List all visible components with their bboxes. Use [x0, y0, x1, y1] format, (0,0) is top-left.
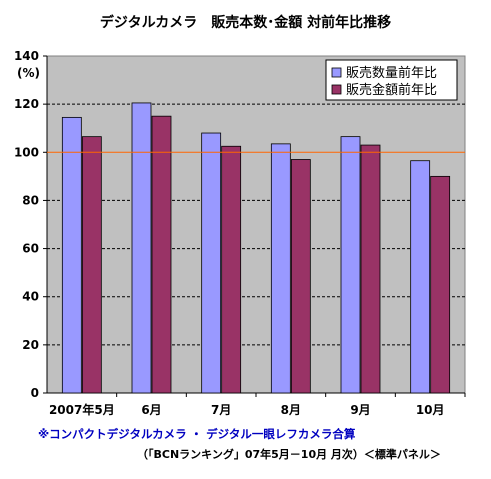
y-tick-label: 60	[22, 242, 39, 256]
bar-amount	[81, 136, 102, 394]
y-tick-label: 40	[22, 290, 39, 304]
x-tick-label: 7月	[211, 403, 231, 417]
plot-background	[46, 55, 466, 394]
y-tick-label: 140	[14, 49, 39, 63]
bar-quantity	[340, 136, 361, 394]
bar-quantity	[270, 143, 291, 394]
legend-label: 販売数量前年比	[346, 65, 437, 81]
bar-amount	[360, 144, 381, 394]
x-tick-label: 9月	[350, 403, 370, 417]
legend-box	[325, 59, 458, 101]
bar-amount	[290, 159, 311, 394]
x-tick-label: 8月	[281, 403, 301, 417]
y-tick-label: 20	[22, 338, 39, 352]
y-tick-label: 100	[14, 145, 39, 159]
y-axis-label: (%)	[17, 66, 40, 80]
chart-title: デジタルカメラ 販売本数･金額 対前年比推移	[99, 15, 392, 31]
x-tick-label: 10月	[416, 403, 445, 417]
bar-quantity	[131, 102, 152, 394]
bar-amount	[151, 115, 172, 394]
source-note: （「BCNランキング」07年5月－10月 月次）＜標準パネル＞	[137, 448, 441, 461]
bar-amount	[430, 175, 451, 394]
legend-swatch	[331, 67, 342, 78]
plot-area: 0 20 40 60 80 100 120 140 (%) 2007年5月 6月 7月 8月 9月 10月	[14, 49, 466, 417]
x-tick-label: 6月	[141, 403, 161, 417]
x-tick-label: 2007年5月	[49, 402, 115, 417]
legend-swatch	[331, 84, 342, 95]
legend-label: 販売金額前年比	[346, 82, 437, 98]
y-tick-label: 0	[31, 386, 39, 400]
bar-quantity	[410, 160, 431, 394]
footnote: ※コンパクトデジタルカメラ ・ デジタル一眼レフカメラ合算	[38, 427, 356, 441]
bar-amount	[221, 145, 242, 394]
y-tick-label: 80	[22, 193, 39, 207]
bar-quantity	[201, 132, 222, 394]
bar-quantity	[61, 116, 82, 394]
y-tick-label: 120	[14, 97, 39, 111]
